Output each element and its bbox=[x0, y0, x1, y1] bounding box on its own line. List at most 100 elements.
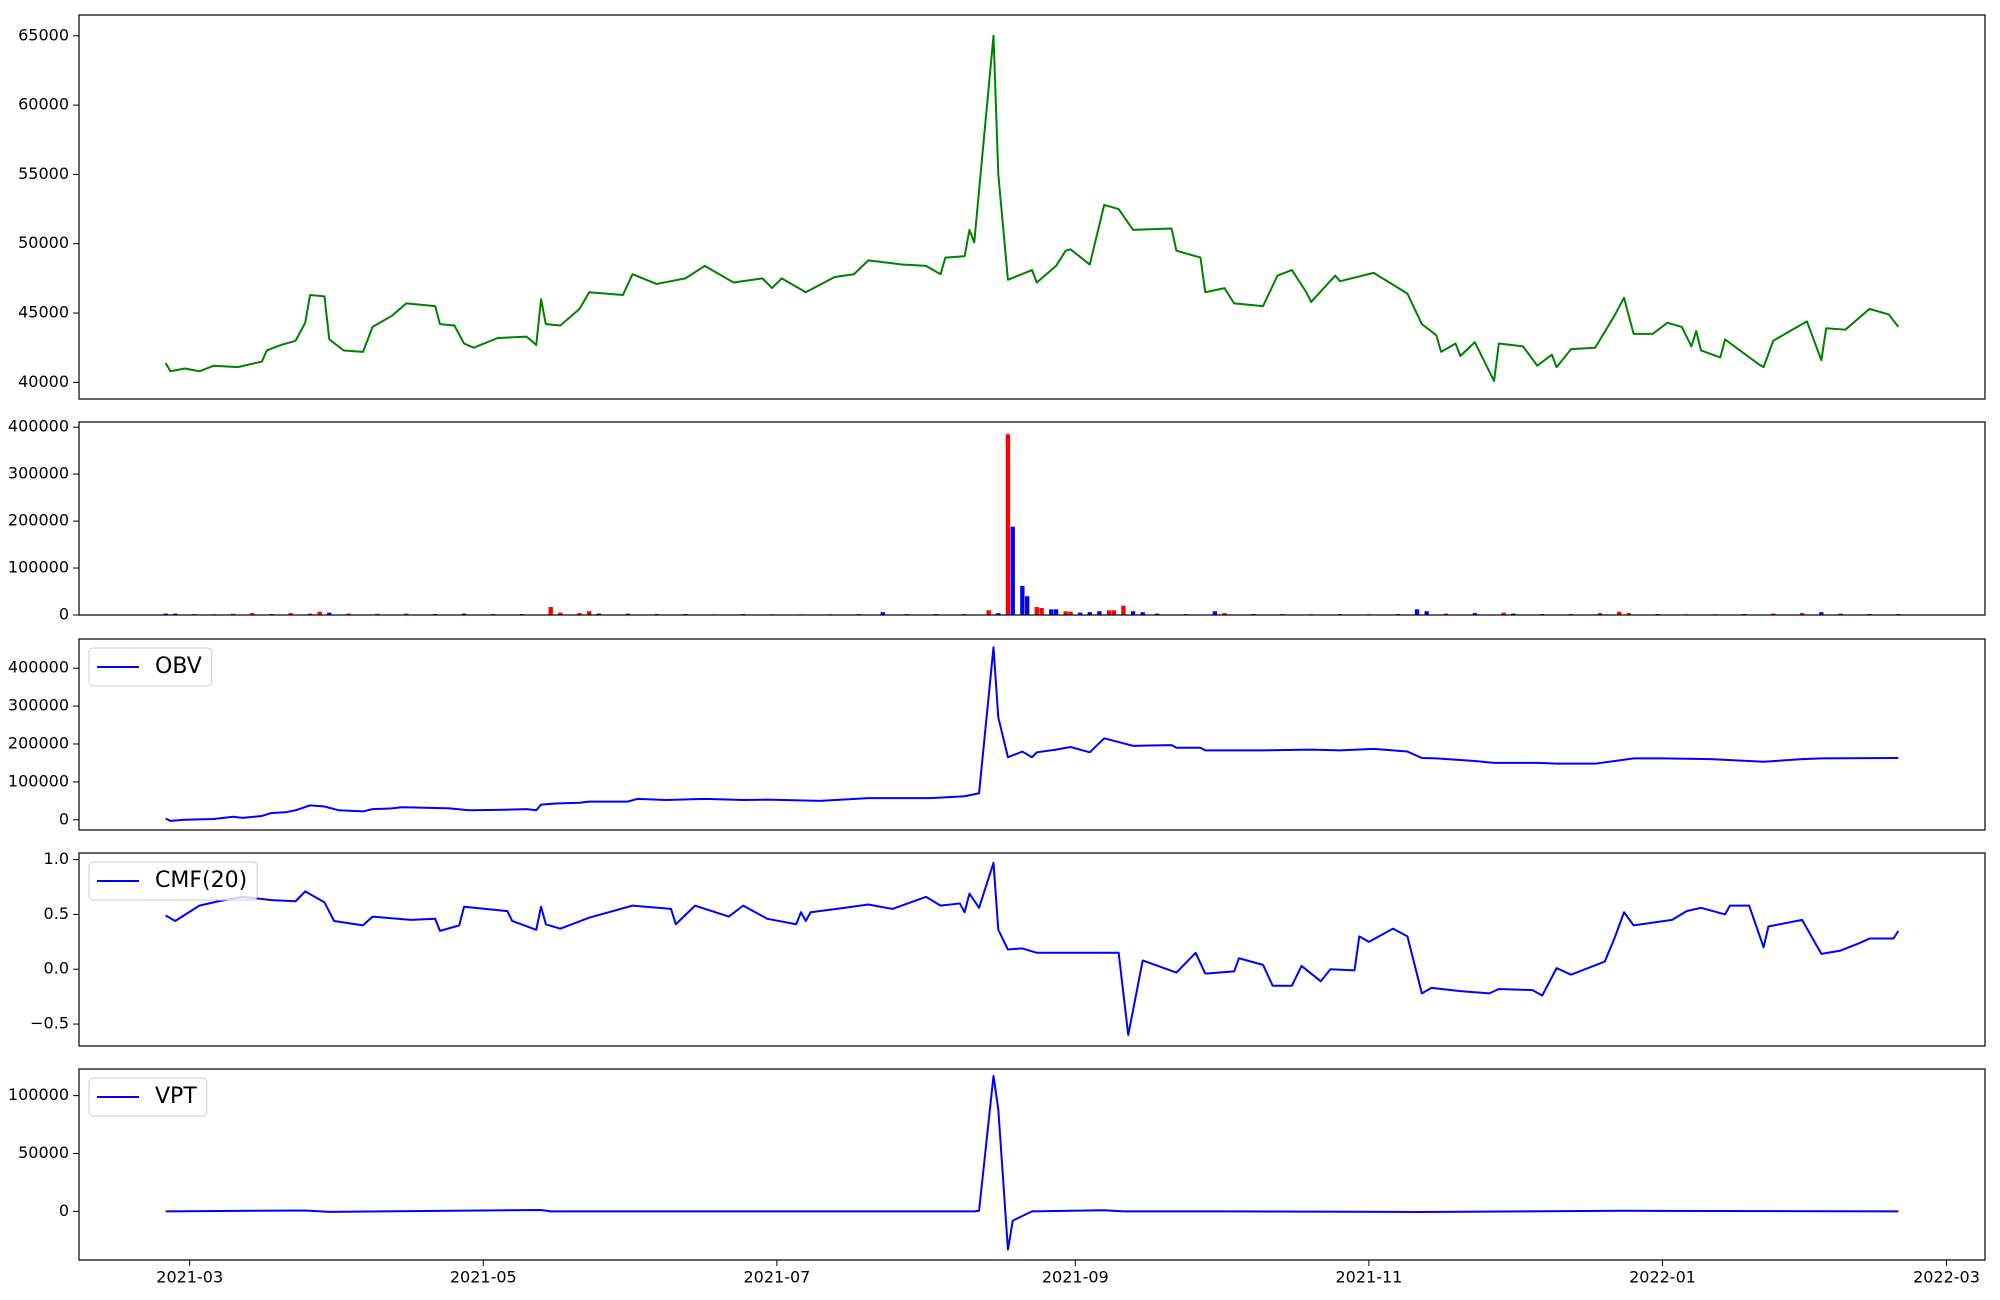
bar bbox=[461, 613, 467, 615]
bar bbox=[317, 611, 322, 615]
bar bbox=[250, 613, 255, 615]
legend-box bbox=[88, 647, 213, 687]
bar bbox=[1068, 611, 1073, 615]
bar bbox=[1039, 607, 1044, 615]
bar bbox=[1025, 596, 1030, 615]
plot-frame bbox=[78, 1068, 1986, 1261]
bar bbox=[1077, 612, 1083, 615]
bar bbox=[1222, 613, 1227, 615]
bar bbox=[996, 613, 1001, 615]
bar bbox=[1053, 609, 1059, 615]
y-tick-label: 50000 bbox=[18, 1143, 69, 1162]
legend-box bbox=[88, 1077, 208, 1117]
x-tick-label: 2021-07 bbox=[743, 1268, 810, 1287]
legend-text: CMF(20) bbox=[155, 868, 247, 893]
bar bbox=[1414, 609, 1420, 615]
bar bbox=[404, 613, 409, 615]
bar bbox=[1130, 611, 1136, 615]
plot-frame bbox=[78, 421, 1986, 616]
bar bbox=[1472, 613, 1477, 615]
bar bbox=[587, 611, 592, 615]
y-tick-label: 0 bbox=[59, 1201, 69, 1220]
x-tick-label: 2021-09 bbox=[1042, 1268, 1109, 1287]
bar bbox=[1049, 609, 1054, 615]
y-tick-label: 100000 bbox=[8, 558, 69, 577]
x-tick-label: 2022-03 bbox=[1913, 1268, 1980, 1287]
bar bbox=[1154, 613, 1160, 615]
legend: OBV bbox=[88, 647, 213, 687]
line bbox=[164, 34, 1900, 382]
bar bbox=[1010, 526, 1015, 615]
bar bbox=[1838, 613, 1843, 615]
bar bbox=[1020, 585, 1025, 615]
y-tick-label: 100000 bbox=[8, 1085, 69, 1104]
line bbox=[165, 1074, 1899, 1251]
x-tick-label: 2022-01 bbox=[1629, 1268, 1696, 1287]
bar bbox=[307, 613, 313, 615]
y-tick-label: 0 bbox=[59, 605, 69, 624]
line bbox=[165, 646, 1899, 822]
y-tick-label: 300000 bbox=[8, 464, 69, 483]
bar bbox=[1424, 611, 1429, 615]
y-tick-label: 100000 bbox=[8, 771, 69, 790]
bar bbox=[1005, 434, 1011, 615]
y-tick-label: 0.5 bbox=[44, 904, 69, 923]
y-tick-label: 65000 bbox=[18, 25, 69, 44]
y-tick-label: 0.0 bbox=[44, 959, 69, 978]
bar bbox=[1771, 613, 1776, 615]
bar bbox=[327, 612, 332, 615]
y-tick-label: 200000 bbox=[8, 733, 69, 752]
bar bbox=[1097, 611, 1102, 615]
plot-frame bbox=[78, 852, 1986, 1047]
line bbox=[165, 861, 1900, 1037]
y-tick-label: 55000 bbox=[18, 164, 69, 183]
bar bbox=[1626, 613, 1631, 615]
bar bbox=[1819, 612, 1824, 615]
bar bbox=[1106, 610, 1112, 615]
bar bbox=[558, 612, 563, 615]
y-tick-label: 40000 bbox=[18, 372, 69, 391]
plot-frame bbox=[78, 14, 1986, 400]
y-tick-label: 200000 bbox=[8, 511, 69, 530]
bar bbox=[577, 613, 582, 615]
bar bbox=[1799, 613, 1805, 615]
y-tick-label: 400000 bbox=[8, 417, 69, 436]
bar bbox=[625, 613, 630, 615]
y-tick-label: 50000 bbox=[18, 233, 69, 252]
legend-box bbox=[88, 861, 258, 901]
bar bbox=[1121, 605, 1126, 615]
legend: CMF(20) bbox=[88, 861, 258, 901]
legend: VPT bbox=[88, 1077, 208, 1117]
bar bbox=[1597, 613, 1603, 615]
y-tick-label: 1.0 bbox=[44, 849, 69, 868]
bar bbox=[1212, 611, 1218, 615]
bar bbox=[346, 613, 351, 615]
bar bbox=[1511, 613, 1516, 615]
bar bbox=[173, 613, 178, 615]
bar bbox=[1063, 611, 1068, 615]
x-tick-label: 2021-03 bbox=[156, 1268, 223, 1287]
x-tick-label: 2021-11 bbox=[1335, 1268, 1402, 1287]
y-tick-label: 300000 bbox=[8, 696, 69, 715]
bar bbox=[288, 613, 293, 615]
bar bbox=[548, 607, 553, 615]
bar bbox=[986, 610, 991, 615]
y-tick-label: 0 bbox=[59, 809, 69, 828]
bar bbox=[1111, 610, 1116, 615]
bar bbox=[880, 612, 885, 615]
legend-text: VPT bbox=[155, 1084, 197, 1109]
bar bbox=[1501, 612, 1506, 615]
bar bbox=[1140, 612, 1145, 615]
y-tick-label: 45000 bbox=[18, 303, 69, 322]
bar bbox=[1617, 611, 1622, 615]
y-tick-label: −0.5 bbox=[30, 1014, 69, 1033]
bar bbox=[1034, 607, 1039, 615]
legend-text: OBV bbox=[155, 654, 202, 679]
y-tick-label: 60000 bbox=[18, 95, 69, 114]
bar bbox=[1443, 613, 1449, 615]
x-tick-label: 2021-05 bbox=[450, 1268, 517, 1287]
bar bbox=[596, 613, 601, 615]
bar bbox=[1087, 612, 1092, 615]
